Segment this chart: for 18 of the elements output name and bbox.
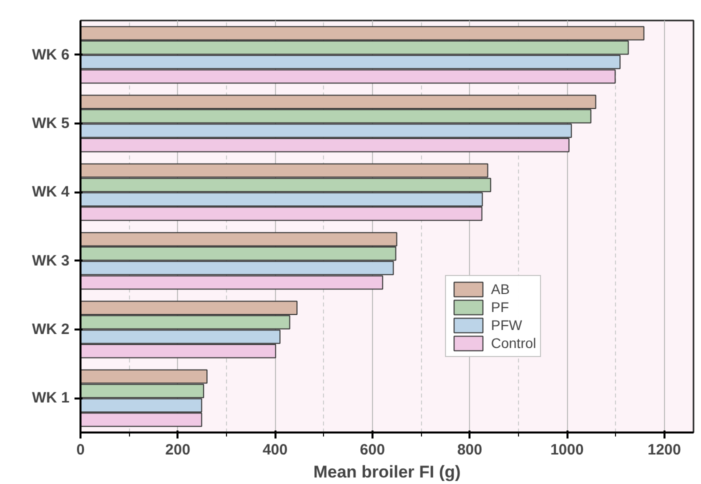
x-tick-label: 1200 (648, 442, 681, 458)
y-tick-label: WK 2 (32, 321, 70, 338)
y-tick-label: WK 6 (32, 46, 70, 64)
x-tick-label: 400 (262, 442, 288, 458)
legend-label: PFW (491, 317, 522, 333)
y-tick-label: WK 1 (32, 390, 70, 407)
legend-label: PF (491, 299, 510, 315)
y-tick-label: WK 3 (32, 252, 70, 270)
x-tick-label: 1000 (550, 442, 584, 458)
x-tick-label: 600 (360, 442, 385, 458)
legend-label: AB (491, 281, 511, 297)
y-tick-label: WK 4 (32, 184, 70, 201)
legend-label: Control (491, 335, 536, 351)
x-axis-title: Mean broiler FI (g) (313, 462, 461, 482)
x-tick-label: 200 (165, 442, 190, 458)
y-tick-label: WK 5 (32, 115, 70, 132)
x-tick-label: 800 (457, 442, 482, 458)
x-tick-label: 0 (76, 442, 85, 458)
